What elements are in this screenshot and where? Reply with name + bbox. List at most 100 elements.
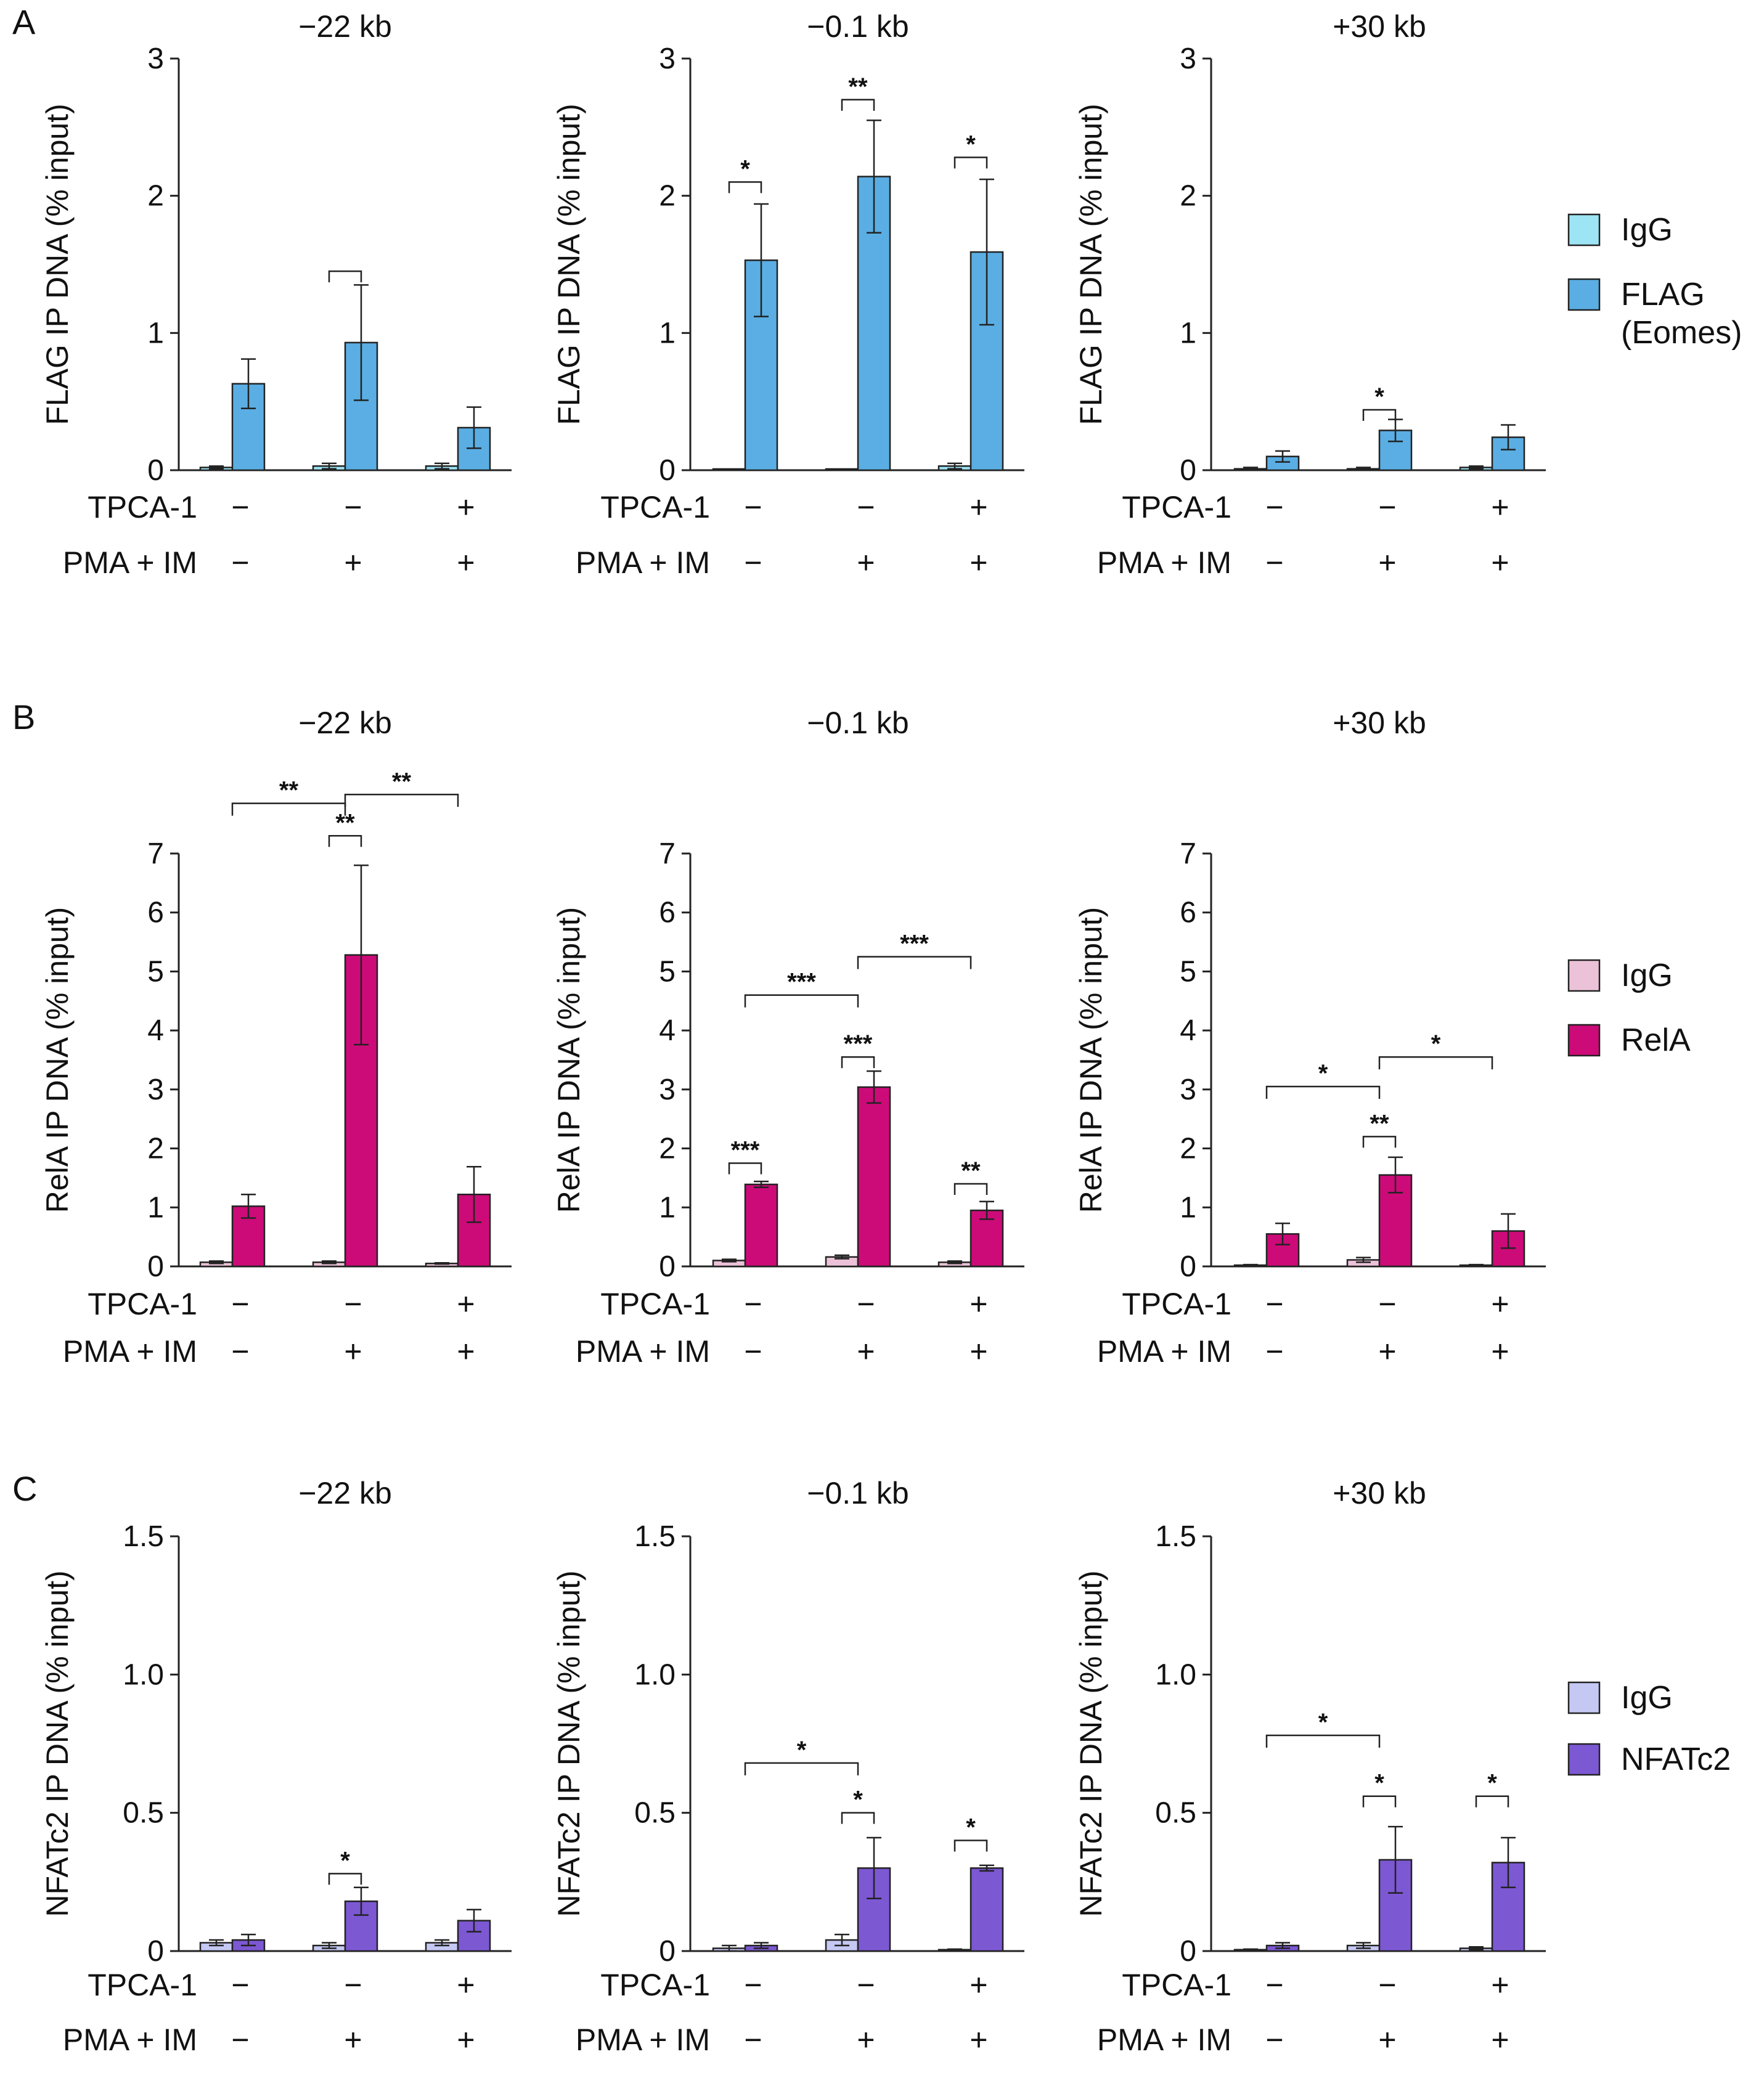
- significance-bracket: [344, 794, 459, 807]
- tpca-label: TPCA-1: [600, 1287, 710, 1321]
- legend: IgG FLAG(Eomes): [1567, 212, 1742, 351]
- significance-stars: *: [966, 1814, 976, 1841]
- legend-label: IgG: [1621, 1680, 1673, 1716]
- significance-bracket: [744, 1762, 859, 1775]
- chart-4: B −22 kb RelA IP DNA (% input) 0 1 2 3 4 5 6 7 ** **…: [12, 698, 512, 1369]
- chart-title: +30 kb: [1333, 1476, 1426, 1510]
- significance-stars: *: [740, 155, 750, 182]
- condition-sign: −: [857, 1287, 875, 1321]
- condition-sign: −: [1378, 1287, 1396, 1321]
- condition-sign: −: [744, 545, 762, 580]
- y-axis-label: RelA IP DNA (% input): [1074, 907, 1108, 1213]
- y-axis-label: NFATc2 IP DNA (% input): [40, 1570, 75, 1917]
- significance-stars: **: [1370, 1110, 1389, 1137]
- condition-sign: +: [1491, 1968, 1509, 2002]
- condition-sign: −: [744, 2023, 762, 2057]
- bar-target-1: [744, 1183, 778, 1268]
- y-tick-label: 2: [1180, 180, 1196, 213]
- condition-sign: +: [457, 1334, 475, 1369]
- condition-sign: −: [1265, 1287, 1283, 1321]
- chart-title: −0.1 kb: [807, 1476, 909, 1510]
- y-tick-label: 0: [659, 454, 676, 487]
- condition-sign: −: [1265, 1968, 1283, 2002]
- significance-bracket: [841, 1056, 875, 1069]
- pma-im-label: PMA + IM: [63, 2023, 197, 2057]
- condition-sign: +: [1378, 2023, 1396, 2057]
- legend-swatch: [1567, 1743, 1601, 1776]
- chart-title: +30 kb: [1333, 706, 1426, 740]
- y-tick-label: 3: [1180, 1074, 1196, 1106]
- condition-sign: −: [1378, 1968, 1396, 2002]
- bar-target-2: [857, 1086, 891, 1268]
- condition-sign: −: [1265, 490, 1283, 524]
- y-tick-label: 0: [1180, 1250, 1196, 1283]
- bar-igg-1: [712, 468, 746, 471]
- y-tick-label: 0: [147, 1935, 164, 1968]
- y-tick-label: 1: [659, 1191, 676, 1224]
- legend-label: RelA: [1621, 1022, 1691, 1058]
- significance-stars: **: [848, 73, 868, 100]
- panel-letter: B: [12, 698, 35, 736]
- chart-9: +30 kb NFATc2 IP DNA (% input) 0 0.5 1.0 1.5 *…: [1074, 1476, 1731, 2057]
- y-tick-label: 5: [659, 955, 676, 988]
- y-tick-label: 1: [147, 1191, 164, 1224]
- tpca-label: TPCA-1: [600, 1968, 710, 2002]
- y-tick-label: 2: [659, 1133, 676, 1165]
- significance-stars: ***: [731, 1137, 760, 1164]
- condition-sign: +: [970, 1334, 987, 1369]
- significance-stars: *: [853, 1787, 863, 1814]
- significance-stars: ***: [844, 1030, 873, 1057]
- legend-swatch: [1567, 213, 1601, 247]
- significance-bracket: [953, 1840, 988, 1852]
- significance-stars: *: [966, 131, 976, 158]
- y-tick-label: 1.5: [123, 1520, 164, 1553]
- y-tick-label: 0.5: [634, 1797, 676, 1830]
- condition-sign: −: [231, 1968, 249, 2002]
- condition-sign: +: [1491, 1287, 1509, 1321]
- chart-title: −0.1 kb: [807, 9, 909, 44]
- significance-bracket: [1362, 1795, 1397, 1807]
- y-tick-label: 3: [659, 1074, 676, 1106]
- condition-sign: −: [231, 1334, 249, 1369]
- condition-sign: −: [744, 1968, 762, 2002]
- legend-label: (Eomes): [1621, 315, 1742, 351]
- significance-stars: *: [1374, 1770, 1384, 1797]
- condition-sign: −: [1265, 545, 1283, 580]
- condition-sign: −: [231, 1287, 249, 1321]
- significance-bracket: [728, 181, 762, 194]
- y-tick-label: 1.0: [634, 1658, 676, 1691]
- tpca-label: TPCA-1: [88, 1287, 197, 1321]
- significance-bracket: [841, 99, 875, 111]
- significance-bracket: [728, 1162, 762, 1175]
- y-tick-label: 3: [1180, 43, 1196, 75]
- significance-bracket: [231, 802, 346, 816]
- condition-sign: −: [231, 490, 249, 524]
- condition-sign: −: [1265, 2023, 1283, 2057]
- y-tick-label: 1: [147, 317, 164, 349]
- tpca-label: TPCA-1: [88, 1968, 197, 2002]
- y-tick-label: 4: [1180, 1014, 1196, 1047]
- legend-label: IgG: [1621, 958, 1673, 993]
- panel-letter: A: [12, 2, 36, 41]
- significance-stars: *: [1431, 1030, 1441, 1057]
- significance-stars: *: [1318, 1709, 1328, 1736]
- y-tick-label: 3: [147, 1074, 164, 1106]
- condition-sign: +: [344, 545, 362, 580]
- tpca-label: TPCA-1: [600, 490, 710, 524]
- significance-stars: *: [340, 1847, 350, 1874]
- condition-sign: −: [1265, 1334, 1283, 1369]
- condition-sign: +: [457, 1287, 475, 1321]
- y-tick-label: 3: [659, 43, 676, 75]
- condition-sign: +: [457, 1968, 475, 2002]
- condition-sign: +: [970, 1287, 987, 1321]
- significance-bracket: [953, 157, 988, 169]
- y-axis-label: RelA IP DNA (% input): [552, 907, 586, 1213]
- condition-sign: −: [231, 545, 249, 580]
- tpca-label: TPCA-1: [1122, 490, 1231, 524]
- condition-sign: +: [1491, 1334, 1509, 1369]
- y-tick-label: 6: [659, 897, 676, 929]
- condition-sign: −: [231, 2023, 249, 2057]
- y-tick-label: 6: [147, 897, 164, 929]
